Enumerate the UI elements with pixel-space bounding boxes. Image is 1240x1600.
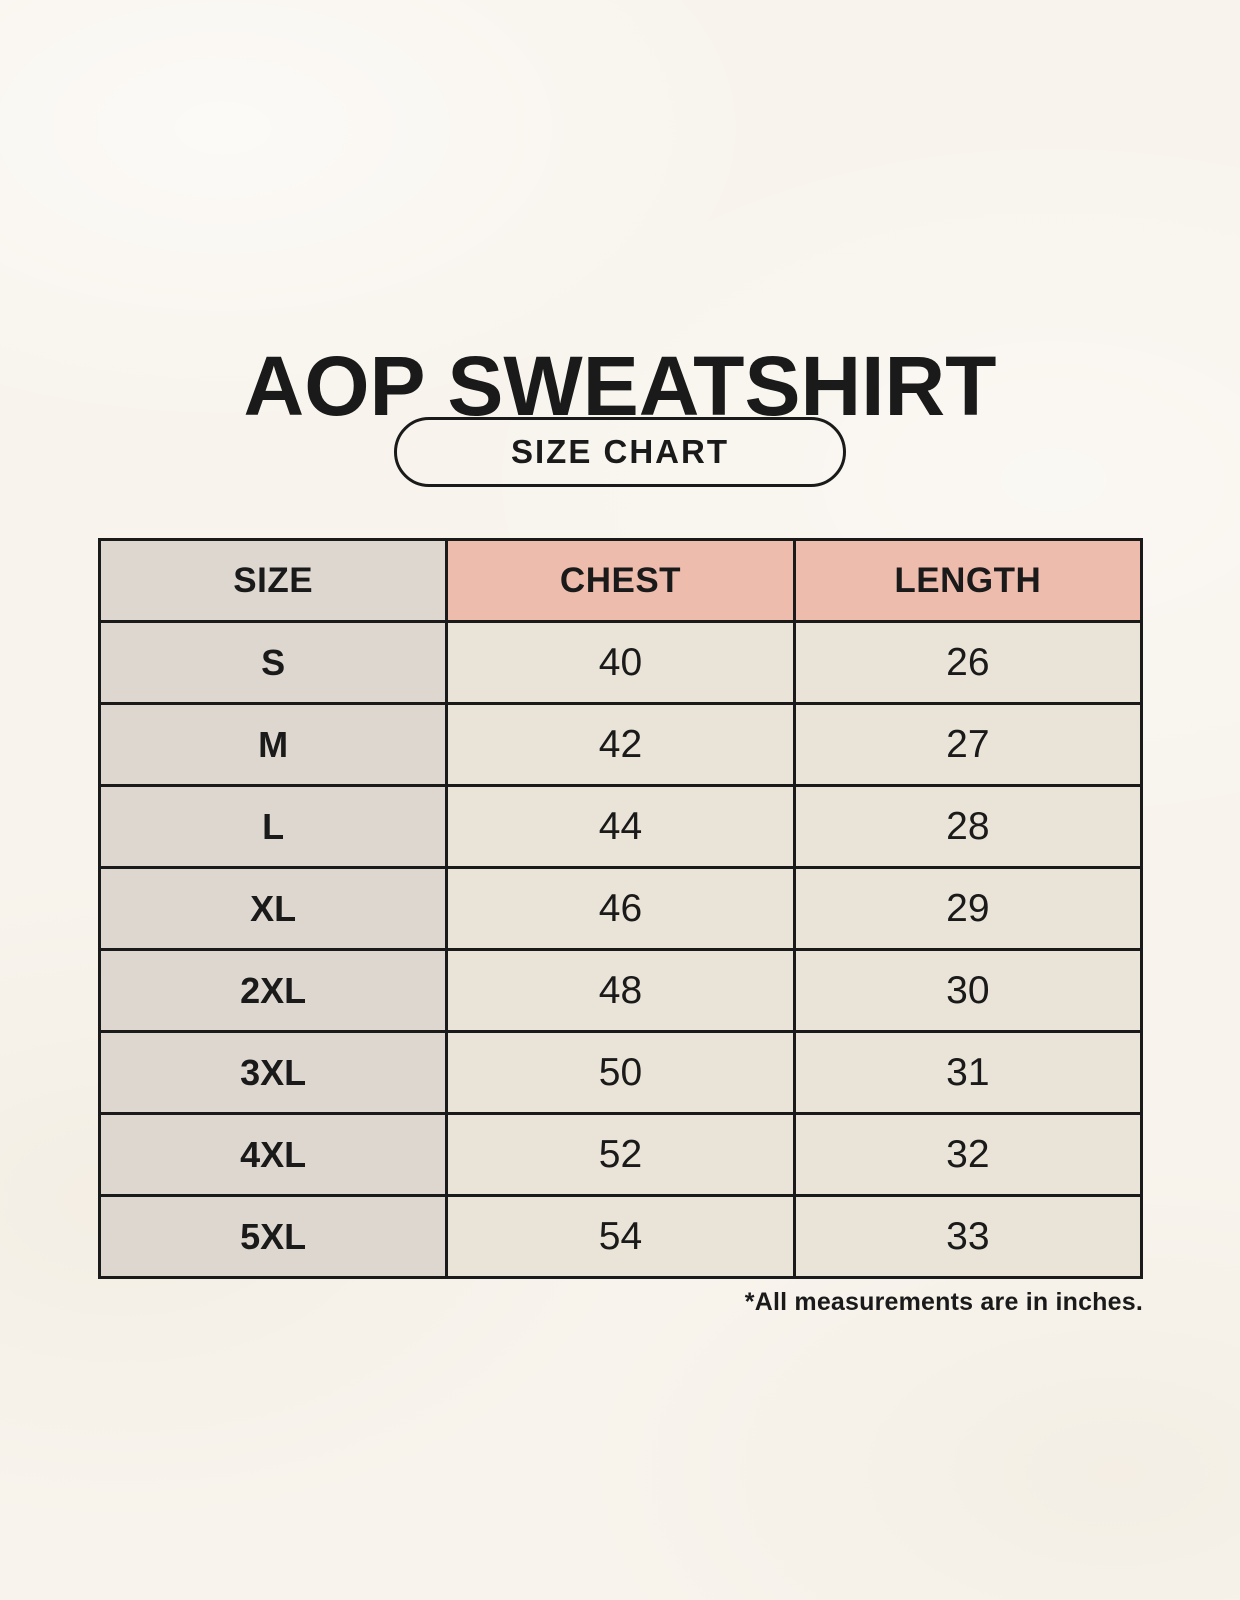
chest-value: 50	[445, 1030, 796, 1115]
table-row-3xl: 3XL 50 31	[97, 1030, 1144, 1115]
size-label: 5XL	[97, 1194, 449, 1279]
chest-value: 48	[445, 948, 796, 1033]
size-label: M	[97, 702, 449, 787]
size-label: XL	[97, 866, 449, 951]
size-chart-badge: SIZE CHART	[394, 417, 846, 487]
column-header-chest: CHEST	[445, 538, 796, 623]
size-label: S	[97, 620, 449, 705]
size-label: 2XL	[97, 948, 449, 1033]
column-header-size: SIZE	[97, 538, 449, 623]
table-row-s: S 40 26	[97, 620, 1144, 705]
table-header-row: SIZE CHEST LENGTH	[97, 538, 1144, 623]
size-chart-table: SIZE CHEST LENGTH S 40 26 M 42 27 L 44 2…	[97, 538, 1144, 1279]
measurements-footnote: *All measurements are in inches.	[744, 1288, 1143, 1316]
size-label: 3XL	[97, 1030, 449, 1115]
length-value: 27	[792, 702, 1144, 787]
table-row-m: M 42 27	[97, 702, 1144, 787]
chest-value: 40	[445, 620, 796, 705]
length-value: 26	[792, 620, 1144, 705]
table-row-4xl: 4XL 52 32	[97, 1112, 1144, 1197]
table-row-xl: XL 46 29	[97, 866, 1144, 951]
size-label: 4XL	[97, 1112, 449, 1197]
length-value: 30	[792, 948, 1144, 1033]
table-row-5xl: 5XL 54 33	[97, 1194, 1144, 1279]
length-value: 28	[792, 784, 1144, 869]
page-title: AOP SWEATSHIRT	[243, 339, 997, 434]
size-chart-badge-label: SIZE CHART	[511, 433, 729, 470]
chest-value: 44	[445, 784, 796, 869]
chest-value: 46	[445, 866, 796, 951]
table-row-2xl: 2XL 48 30	[97, 948, 1144, 1033]
length-value: 33	[792, 1194, 1144, 1279]
length-value: 29	[792, 866, 1144, 951]
length-value: 32	[792, 1112, 1144, 1197]
size-label: L	[97, 784, 449, 869]
column-header-length: LENGTH	[792, 538, 1144, 623]
chest-value: 42	[445, 702, 796, 787]
chest-value: 54	[445, 1194, 796, 1279]
table-row-l: L 44 28	[97, 784, 1144, 869]
chest-value: 52	[445, 1112, 796, 1197]
length-value: 31	[792, 1030, 1144, 1115]
